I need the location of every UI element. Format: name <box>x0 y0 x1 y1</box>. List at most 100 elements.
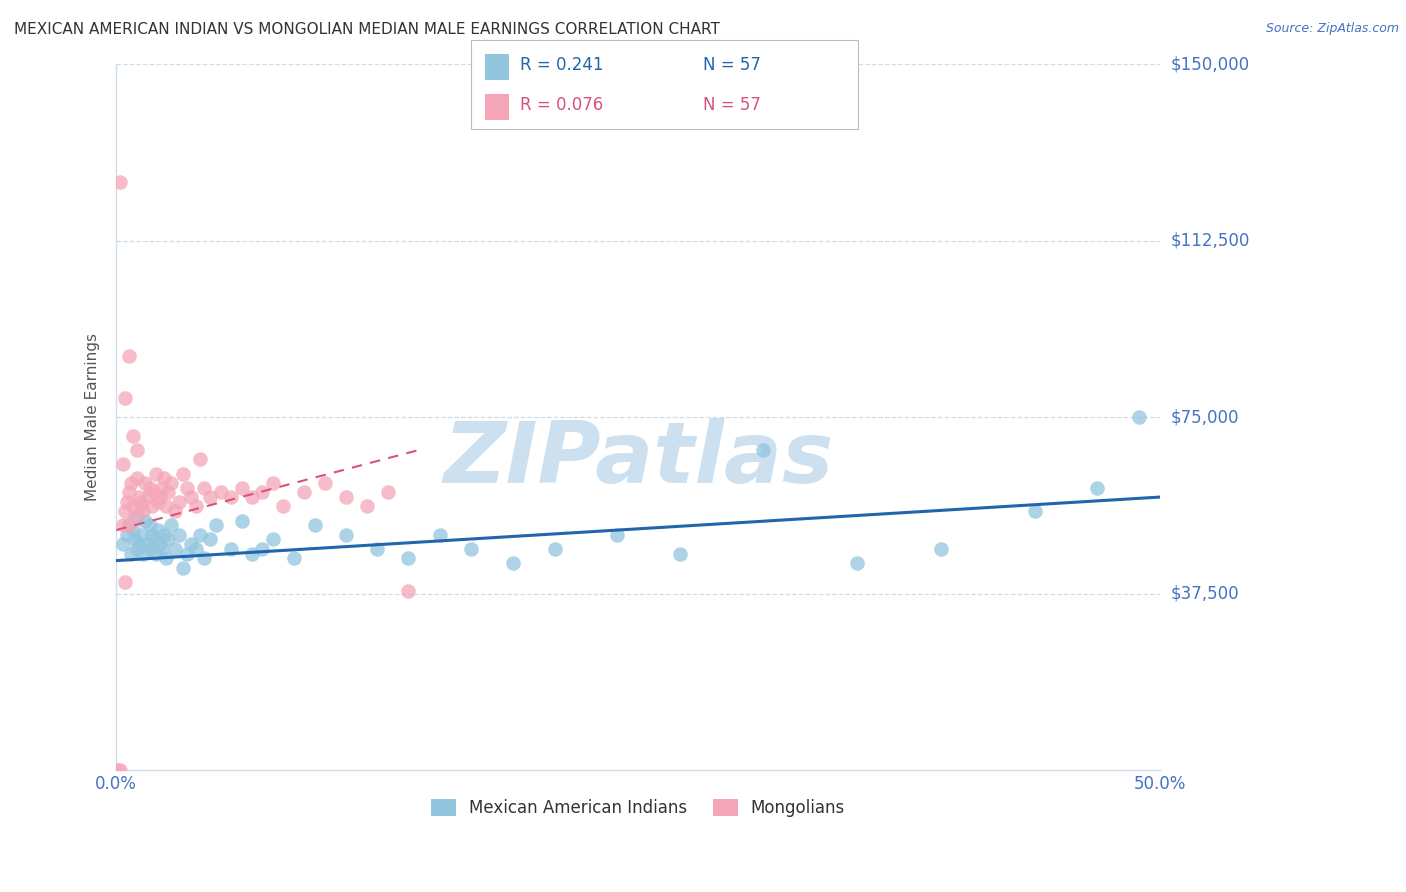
Point <box>283 551 305 566</box>
Point <box>172 467 194 481</box>
Point <box>141 527 163 541</box>
Point <box>128 490 150 504</box>
Text: R = 0.076: R = 0.076 <box>520 96 603 114</box>
Point <box>366 541 388 556</box>
Point <box>304 518 326 533</box>
Point <box>180 490 202 504</box>
Text: Source: ZipAtlas.com: Source: ZipAtlas.com <box>1265 22 1399 36</box>
Point <box>205 518 228 533</box>
Point <box>107 763 129 777</box>
Point <box>127 508 149 523</box>
Point <box>292 485 315 500</box>
Point <box>131 527 153 541</box>
Point <box>122 523 145 537</box>
Point <box>132 504 155 518</box>
Point <box>231 481 253 495</box>
Point <box>150 481 173 495</box>
Point <box>127 442 149 457</box>
Point <box>846 556 869 570</box>
Point <box>200 490 222 504</box>
Point <box>240 547 263 561</box>
Point <box>159 475 181 490</box>
Point <box>193 481 215 495</box>
Point <box>141 500 163 514</box>
Point <box>120 547 142 561</box>
Point <box>356 500 378 514</box>
Point <box>145 467 167 481</box>
Point <box>262 533 284 547</box>
Text: $37,500: $37,500 <box>1171 584 1240 602</box>
Point <box>114 504 136 518</box>
Point <box>111 537 134 551</box>
Text: MEXICAN AMERICAN INDIAN VS MONGOLIAN MEDIAN MALE EARNINGS CORRELATION CHART: MEXICAN AMERICAN INDIAN VS MONGOLIAN MED… <box>14 22 720 37</box>
Point <box>929 541 952 556</box>
Point <box>118 518 141 533</box>
Point <box>131 495 153 509</box>
Point <box>502 556 524 570</box>
Point <box>110 175 132 189</box>
Point <box>172 560 194 574</box>
Point <box>142 485 165 500</box>
Point <box>142 533 165 547</box>
Point <box>335 527 357 541</box>
Text: $75,000: $75,000 <box>1171 408 1240 426</box>
Point <box>335 490 357 504</box>
Point <box>669 547 692 561</box>
Point <box>1024 504 1046 518</box>
Point <box>127 471 149 485</box>
Point <box>110 763 132 777</box>
Point <box>134 514 156 528</box>
Point <box>149 490 172 504</box>
Point <box>131 500 153 514</box>
Point <box>200 533 222 547</box>
Point <box>115 495 138 509</box>
Point <box>124 533 146 547</box>
Point <box>118 518 141 533</box>
Text: N = 57: N = 57 <box>703 56 761 74</box>
Point <box>159 518 181 533</box>
Point <box>398 584 420 599</box>
Point <box>111 457 134 471</box>
Point <box>377 485 399 500</box>
Point <box>163 541 186 556</box>
Text: ZIPatlas: ZIPatlas <box>443 418 834 501</box>
Point <box>134 475 156 490</box>
Point <box>153 527 176 541</box>
Point <box>146 523 169 537</box>
Point <box>111 518 134 533</box>
Point <box>124 508 146 523</box>
Point <box>122 429 145 443</box>
Point <box>138 518 160 533</box>
Point <box>115 527 138 541</box>
Point <box>398 551 420 566</box>
Point <box>1085 481 1108 495</box>
Point <box>543 541 565 556</box>
Point <box>219 541 242 556</box>
Point <box>188 452 211 467</box>
Point <box>314 475 336 490</box>
Point <box>231 514 253 528</box>
Point <box>184 500 207 514</box>
Point <box>429 527 451 541</box>
Point <box>138 541 160 556</box>
Point <box>118 349 141 363</box>
Point <box>460 541 482 556</box>
Point <box>262 475 284 490</box>
Point <box>128 537 150 551</box>
Point <box>145 547 167 561</box>
Point <box>157 485 180 500</box>
Point <box>136 490 159 504</box>
Text: $150,000: $150,000 <box>1171 55 1250 73</box>
Point <box>167 527 190 541</box>
Point <box>188 527 211 541</box>
Legend: Mexican American Indians, Mongolians: Mexican American Indians, Mongolians <box>423 790 853 825</box>
Point <box>155 551 177 566</box>
Point <box>219 490 242 504</box>
Point <box>163 504 186 518</box>
Point <box>209 485 232 500</box>
Point <box>138 481 160 495</box>
Point <box>118 485 141 500</box>
Point <box>155 500 177 514</box>
Point <box>271 500 294 514</box>
Point <box>136 537 159 551</box>
